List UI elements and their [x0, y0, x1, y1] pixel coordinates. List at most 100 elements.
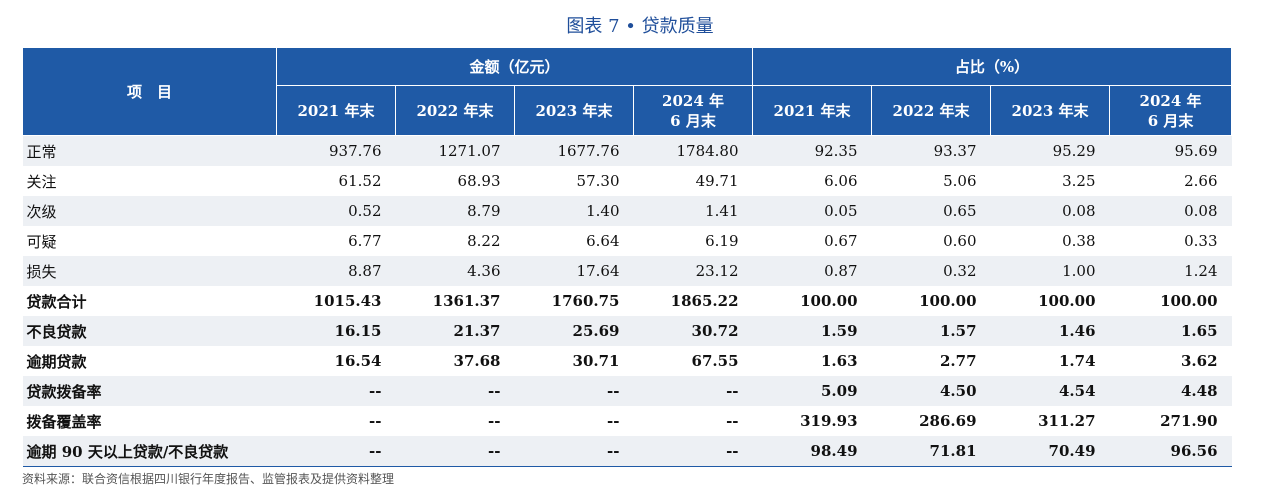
- table-row: 贷款合计 1015.43 1361.37 1760.75 1865.22 100.00 10…: [22, 286, 1232, 316]
- table-cell: 37.68: [395, 346, 515, 376]
- table-cell: 21.37: [395, 316, 515, 346]
- table-cell: 100.00: [871, 286, 991, 316]
- header-ratio-group: 占比（%）: [752, 47, 1233, 86]
- table-cell: 98.49: [752, 436, 872, 467]
- table-row: 次级 0.52 8.79 1.40 1.41 0.05 0.65 0.08 0.08: [22, 196, 1232, 226]
- table-cell: 100.00: [752, 286, 872, 316]
- table-cell: 0.32: [871, 256, 991, 286]
- table-cell: 0.33: [1109, 226, 1232, 256]
- table-cell: 3.62: [1109, 346, 1232, 376]
- table-cell: 271.90: [1109, 406, 1232, 436]
- table-cell: 100.00: [1109, 286, 1232, 316]
- table-cell: 1.41: [633, 196, 753, 226]
- row-label: 贷款拨备率: [22, 376, 277, 406]
- table-cell: 57.30: [514, 166, 634, 196]
- table-cell: 8.79: [395, 196, 515, 226]
- header-item: 项 目: [22, 47, 277, 136]
- table-cell: 95.29: [990, 135, 1110, 166]
- table-row: 可疑 6.77 8.22 6.64 6.19 0.67 0.60 0.38 0.33: [22, 226, 1232, 256]
- table-cell: 25.69: [514, 316, 634, 346]
- table-cell: 1784.80: [633, 135, 753, 166]
- table-cell: 5.06: [871, 166, 991, 196]
- table-cell: 1.24: [1109, 256, 1232, 286]
- table-cell: 1361.37: [395, 286, 515, 316]
- table-row: 不良贷款 16.15 21.37 25.69 30.72 1.59 1.57 1.46 1.65: [22, 316, 1232, 346]
- loan-quality-table: 项 目 金额（亿元） 占比（%） 2021 年末 2022 年末 2023 年末…: [22, 47, 1233, 467]
- table-cell: 1.74: [990, 346, 1110, 376]
- table-cell: 2.77: [871, 346, 991, 376]
- table-cell: 70.49: [990, 436, 1110, 467]
- table-cell: 311.27: [990, 406, 1110, 436]
- table-cell: 1760.75: [514, 286, 634, 316]
- table-cell: 1.46: [990, 316, 1110, 346]
- header-ratio-2024h1: 2024 年 6 月末: [1109, 85, 1233, 136]
- table-cell: 95.69: [1109, 135, 1232, 166]
- header-ratio-2022: 2022 年末: [871, 85, 992, 136]
- table-cell: 49.71: [633, 166, 753, 196]
- table-cell: 96.56: [1109, 436, 1232, 467]
- table-row: 逾期贷款 16.54 37.68 30.71 67.55 1.63 2.77 1.74 3.62: [22, 346, 1232, 376]
- table-cell: 17.64: [514, 256, 634, 286]
- table-row: 损失 8.87 4.36 17.64 23.12 0.87 0.32 1.00 1.24: [22, 256, 1232, 286]
- row-label: 逾期 90 天以上贷款/不良贷款: [22, 436, 277, 467]
- table-cell: 319.93: [752, 406, 872, 436]
- source-note: 资料来源：联合资信根据四川银行年度报告、监管报表及提供资料整理: [22, 472, 395, 486]
- table-body: 正常 937.76 1271.07 1677.76 1784.80 92.35 93.37 9…: [22, 135, 1232, 467]
- table-row: 关注 61.52 68.93 57.30 49.71 6.06 5.06 3.25 2.66: [22, 166, 1232, 196]
- table-cell: --: [633, 376, 753, 406]
- header-amount-group: 金额（亿元）: [275, 47, 754, 86]
- period-label: 2024 年 6 月末: [662, 91, 724, 130]
- table-cell: 0.38: [990, 226, 1110, 256]
- table-cell: 23.12: [633, 256, 753, 286]
- table-cell: 0.52: [276, 196, 396, 226]
- row-label: 逾期贷款: [22, 346, 277, 376]
- table-cell: 71.81: [871, 436, 991, 467]
- row-label: 可疑: [22, 226, 277, 256]
- table-cell: 1.40: [514, 196, 634, 226]
- table-cell: 2.66: [1109, 166, 1232, 196]
- header-amount-2021: 2021 年末: [276, 85, 396, 136]
- header-row-groups: 项 目 金额（亿元） 占比（%）: [22, 47, 1233, 136]
- table-cell: 4.50: [871, 376, 991, 406]
- table-cell: 4.48: [1109, 376, 1232, 406]
- table-cell: --: [276, 436, 396, 467]
- header-row-periods: 2021 年末 2022 年末 2023 年末 2024 年 6 月末 2021…: [23, 85, 1233, 136]
- table-cell: 61.52: [276, 166, 396, 196]
- table-cell: 6.06: [752, 166, 872, 196]
- header-amount-2022: 2022 年末: [395, 85, 515, 136]
- table-cell: --: [395, 436, 515, 467]
- table-cell: 6.77: [276, 226, 396, 256]
- table-cell: --: [633, 406, 753, 436]
- header-amount-2024h1: 2024 年 6 月末: [632, 85, 754, 136]
- table-cell: 0.67: [752, 226, 872, 256]
- table-cell: 4.36: [395, 256, 515, 286]
- row-label: 次级: [22, 196, 277, 226]
- table-cell: 16.15: [276, 316, 396, 346]
- table-cell: 1.63: [752, 346, 872, 376]
- table-cell: 8.87: [276, 256, 396, 286]
- period-label: 2024 年 6 月末: [1139, 91, 1202, 130]
- row-label: 贷款合计: [22, 286, 277, 316]
- table-cell: 0.65: [871, 196, 991, 226]
- table-cell: --: [395, 376, 515, 406]
- table-cell: 30.71: [514, 346, 634, 376]
- header-ratio-2021: 2021 年末: [752, 85, 873, 136]
- table-cell: 3.25: [990, 166, 1110, 196]
- table-cell: --: [514, 436, 634, 467]
- table-cell: 1677.76: [514, 135, 634, 166]
- row-label: 正常: [22, 135, 277, 166]
- table-title: 图表 7 • 贷款质量: [566, 16, 714, 37]
- table-cell: 6.19: [633, 226, 753, 256]
- table-row: 正常 937.76 1271.07 1677.76 1784.80 92.35 93.37 9…: [22, 135, 1232, 166]
- table-cell: 68.93: [395, 166, 515, 196]
- table-cell: 1.57: [871, 316, 991, 346]
- table-cell: 30.72: [633, 316, 753, 346]
- table-row: 拨备覆盖率 -- -- -- -- 319.93 286.69 311.27 271.90: [22, 406, 1232, 436]
- table-cell: --: [633, 436, 753, 467]
- table-cell: --: [276, 376, 396, 406]
- table-cell: 1271.07: [395, 135, 515, 166]
- table-cell: 4.54: [990, 376, 1110, 406]
- table-cell: 5.09: [752, 376, 872, 406]
- table-cell: 1.65: [1109, 316, 1232, 346]
- table-cell: 1015.43: [276, 286, 396, 316]
